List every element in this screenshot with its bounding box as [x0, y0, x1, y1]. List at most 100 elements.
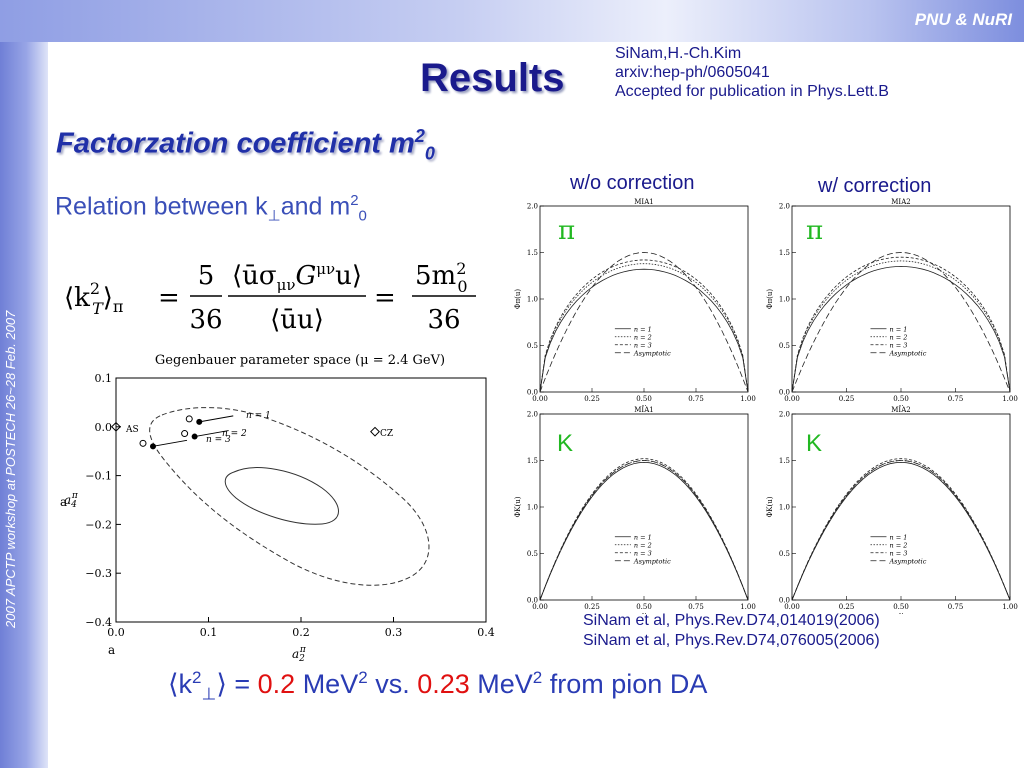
da-xtick-label: 0.75: [688, 395, 704, 403]
gegen-ylabel: a: [60, 495, 67, 509]
da-xtick-label: 1.00: [1002, 603, 1018, 611]
formula-frac3-num: 5m: [415, 261, 456, 291]
da-legend-label: Asymptotic: [633, 557, 671, 565]
da-xtick-label: 1.00: [1002, 395, 1018, 403]
da-series-line: [539, 259, 749, 393]
gegen-ylabel-sup: π: [71, 491, 79, 501]
da-ytick-label: 2.0: [527, 203, 538, 211]
section-subtitle: Factorzation coefficient m20: [56, 126, 435, 164]
da-ytick-label: 0.0: [779, 389, 790, 397]
da-xlabel: u: [642, 403, 647, 406]
heading-left: w/o correction: [570, 172, 695, 194]
event-label: 2007 APCTP workshop at POSTECH 26~28 Feb…: [3, 310, 18, 628]
bottom-unit-1-sup: 2: [358, 668, 368, 687]
bottom-unit-1: MeV: [295, 669, 359, 699]
left-decor-band: [0, 0, 48, 768]
da-series-line: [539, 458, 749, 601]
da-xtick-label: 0.50: [893, 395, 909, 403]
formula-lhs-tail: ⟩: [103, 283, 113, 313]
gegen-xlabel-sup: π: [299, 645, 307, 655]
da-legend-label: n = 3: [634, 341, 652, 349]
formula-frac1-num: 5: [198, 261, 215, 291]
k-symbol-left: K: [557, 430, 574, 457]
formula-lhs-sub: T: [92, 299, 104, 318]
da-panel-title: MIA2: [891, 198, 910, 206]
da-xtick-label: 0.00: [784, 395, 800, 403]
gegenbauer-chart: Gegenbauer parameter space (μ = 2.4 GeV)…: [60, 353, 495, 664]
gegen-xtick-label: 0.1: [200, 626, 218, 639]
da-ytick-label: 1.0: [779, 296, 790, 304]
bottom-open: ⟨k: [168, 669, 193, 699]
da-ytick-label: 1.0: [527, 296, 538, 304]
bottom-unit-2: MeV: [469, 669, 533, 699]
da-ytick-label: 2.0: [527, 411, 538, 419]
gegen-ytick-label: −0.2: [85, 518, 112, 531]
da-xtick-label: 0.50: [636, 395, 652, 403]
credits-block: SiNam,H.-Ch.Kim arxiv:hep-ph/0605041 Acc…: [615, 44, 889, 101]
da-series-line: [539, 252, 749, 393]
da-panel-k-mia1: MIA1 0.00 0.25 0.50 0.75 1.00 u 0.0 0.5 1.0 1.5 2.0…: [514, 406, 756, 614]
da-frame: [791, 413, 1011, 601]
subtitle-sup: 2: [414, 126, 425, 146]
gegen-ylabel-main: a: [64, 493, 71, 507]
da-legend-label: n = 2: [889, 541, 907, 549]
gegen-xtick-label: 0.0: [107, 626, 125, 639]
da-xtick-label: 0.00: [532, 395, 548, 403]
da-ytick-label: 0.5: [527, 550, 538, 558]
svg-text:a2π: a2π: [292, 645, 307, 664]
references: SiNam et al, Phys.Rev.D74,014019(2006) S…: [583, 611, 880, 651]
gegen-title: Gegenbauer parameter space (μ = 2.4 GeV): [155, 353, 445, 368]
da-series-line: [539, 263, 749, 393]
da-legend-label: n = 2: [634, 541, 652, 549]
formula-eq-1: =: [158, 283, 180, 313]
bottom-result: ⟨k2⊥⟩ = 0.2 MeV2 vs. 0.23 MeV2 from pion…: [168, 668, 707, 704]
da-xtick-label: 0.25: [839, 603, 855, 611]
gegen-n2-label: n = 2: [222, 429, 247, 439]
da-xtick-label: 0.25: [584, 603, 600, 611]
da-xlabel: u: [899, 611, 904, 614]
svg-text:⟨k2T⟩π: ⟨k2 T⟩π: [64, 279, 123, 318]
gegen-point-trail: [199, 415, 234, 423]
relation-sup-b: 2: [350, 192, 359, 209]
da-series-line: [791, 256, 1011, 393]
da-ytick-label: 0.5: [527, 342, 538, 350]
da-xtick-label: 0.50: [893, 603, 909, 611]
formula-lhs: ⟨k: [64, 283, 90, 313]
gegen-cz-label: CZ: [380, 429, 393, 439]
gegen-ytick-label: 0.1: [95, 372, 113, 385]
credit-line: Accepted for publication in Phys.Lett.B: [615, 83, 889, 100]
top-decor-band: [0, 0, 1024, 42]
relation-sub-a: ⊥: [267, 207, 281, 225]
formula-frac3-sub: 0: [457, 277, 467, 296]
da-ylabel: ΦK(u): [766, 496, 774, 517]
bottom-unit-2-sup: 2: [532, 668, 543, 687]
bottom-close: ⟩ =: [216, 669, 258, 699]
da-panel-pi-mia2: MIA2 0.00 0.25 0.50 0.75 1.00 u 0.0 0.5 1.0 1.5 2.0…: [766, 198, 1018, 406]
gegen-xlabel-sub: 2: [298, 654, 305, 664]
da-xlabel: u: [899, 403, 904, 406]
credit-line: arxiv:hep-ph/0605041: [615, 64, 770, 81]
da-legend-label: n = 1: [889, 533, 907, 541]
gegen-ytick-label: −0.3: [85, 567, 112, 580]
formula-frac2-num-sub: μν: [277, 276, 296, 294]
da-xlabel: u: [642, 611, 647, 614]
da-xtick-label: 0.00: [784, 603, 800, 611]
da-xtick-label: 1.00: [740, 603, 756, 611]
da-ytick-label: 1.5: [779, 249, 790, 257]
gegen-xtick-label: 0.4: [477, 626, 495, 639]
da-legend-label: Asymptotic: [633, 349, 671, 357]
relation-text-b: and m: [280, 192, 351, 221]
da-ytick-label: 0.0: [527, 597, 538, 605]
relation-heading: Relation between k⊥and m20: [55, 192, 367, 224]
gegen-n1-label: n = 1: [246, 411, 271, 421]
formula-frac2-g: G: [296, 261, 317, 291]
gegen-ytick-label: 0.0: [95, 421, 113, 434]
formula-frac2-gsup: μν: [316, 260, 335, 278]
gegen-point-trail: [194, 430, 229, 438]
brand-label: PNU & NuRI: [914, 10, 1012, 29]
bottom-tail: from pion DA: [542, 669, 708, 699]
da-ytick-label: 0.0: [779, 597, 790, 605]
heading-right: w/ correction: [818, 175, 932, 197]
da-ytick-label: 1.5: [527, 457, 538, 465]
da-ylabel: Φπ(u): [766, 289, 774, 310]
